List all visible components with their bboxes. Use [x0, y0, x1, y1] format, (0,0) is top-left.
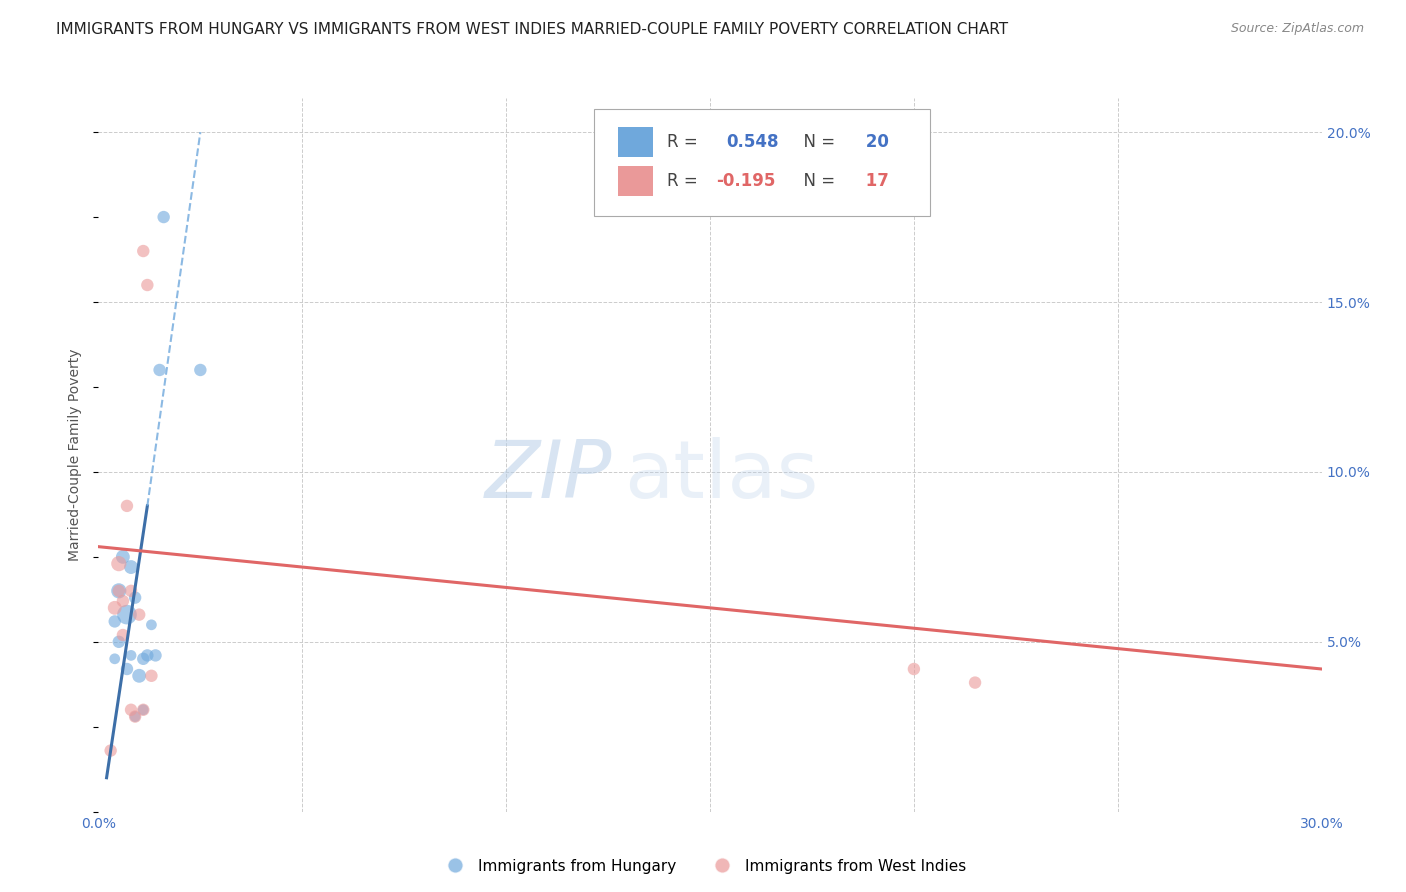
- Text: Source: ZipAtlas.com: Source: ZipAtlas.com: [1230, 22, 1364, 36]
- Point: [124, 709, 146, 723]
- Text: R =: R =: [668, 172, 703, 190]
- Point: [104, 652, 127, 666]
- Point: [152, 210, 174, 224]
- Text: -0.195: -0.195: [716, 172, 776, 190]
- Point: [115, 607, 138, 622]
- Point: [136, 648, 159, 663]
- Point: [108, 557, 131, 571]
- Text: 17: 17: [860, 172, 890, 190]
- Text: atlas: atlas: [624, 437, 818, 516]
- FancyBboxPatch shape: [593, 109, 931, 216]
- Point: [128, 607, 150, 622]
- Text: N =: N =: [793, 172, 841, 190]
- Point: [115, 662, 138, 676]
- Point: [141, 669, 163, 683]
- Point: [136, 278, 159, 293]
- Point: [120, 560, 142, 574]
- Y-axis label: Married-Couple Family Poverty: Married-Couple Family Poverty: [69, 349, 83, 561]
- Text: ZIP: ZIP: [485, 437, 612, 516]
- Point: [132, 703, 155, 717]
- Point: [108, 583, 131, 598]
- Point: [111, 594, 134, 608]
- Point: [100, 743, 122, 757]
- Point: [903, 662, 925, 676]
- Point: [120, 648, 142, 663]
- Point: [124, 709, 146, 723]
- Point: [115, 499, 138, 513]
- Point: [120, 703, 142, 717]
- Point: [104, 615, 127, 629]
- Point: [145, 648, 167, 663]
- Text: 0.548: 0.548: [725, 133, 779, 151]
- Point: [132, 244, 155, 258]
- Legend: Immigrants from Hungary, Immigrants from West Indies: Immigrants from Hungary, Immigrants from…: [433, 853, 973, 880]
- Point: [108, 583, 131, 598]
- Bar: [619, 166, 652, 196]
- Point: [120, 583, 142, 598]
- Point: [132, 703, 155, 717]
- Point: [108, 635, 131, 649]
- Point: [111, 549, 134, 564]
- Text: N =: N =: [793, 133, 841, 151]
- Text: 20: 20: [860, 133, 890, 151]
- Point: [111, 628, 134, 642]
- Point: [104, 600, 127, 615]
- Point: [188, 363, 212, 377]
- Point: [132, 652, 155, 666]
- Point: [965, 675, 987, 690]
- Text: R =: R =: [668, 133, 709, 151]
- Point: [141, 617, 163, 632]
- Point: [128, 669, 150, 683]
- Text: IMMIGRANTS FROM HUNGARY VS IMMIGRANTS FROM WEST INDIES MARRIED-COUPLE FAMILY POV: IMMIGRANTS FROM HUNGARY VS IMMIGRANTS FR…: [56, 22, 1008, 37]
- Point: [149, 363, 172, 377]
- Point: [124, 591, 146, 605]
- Bar: [619, 128, 652, 157]
